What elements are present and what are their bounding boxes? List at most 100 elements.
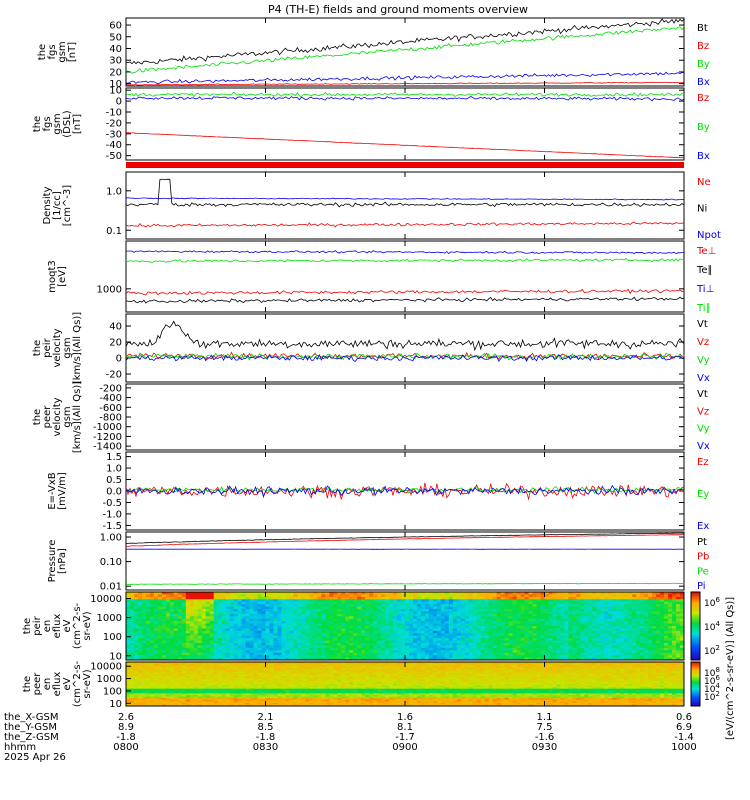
- spectrogram-cell: [393, 601, 398, 605]
- spectrogram-cell: [221, 606, 227, 610]
- spectrogram-cell: [213, 613, 219, 617]
- spectrogram-cell: [412, 669, 418, 672]
- spectrogram-cell: [588, 643, 593, 646]
- spectrogram-cell: [676, 647, 681, 651]
- spectrogram-cell: [476, 633, 482, 637]
- spectrogram-cell: [628, 655, 633, 659]
- spectrogram-cell: [381, 630, 386, 634]
- spectrogram-cell: [213, 628, 219, 632]
- spectrogram-cell: [281, 601, 286, 605]
- spectrogram-cell: [289, 635, 294, 639]
- spectrogram-cell: [540, 635, 545, 639]
- spectrogram-cell: [428, 657, 434, 661]
- spectrogram-cell: [233, 655, 239, 659]
- colorbar-frame: [690, 591, 701, 661]
- spectrogram-cell: [640, 647, 645, 651]
- legend-label: Ti⊥: [696, 284, 714, 295]
- spectrogram-cell: [564, 609, 569, 612]
- spectrogram-cell: [552, 663, 557, 666]
- spectrogram-cell: [273, 640, 278, 644]
- spectrogram-cell: [373, 638, 378, 642]
- spectrogram-cell: [632, 599, 637, 603]
- spectrogram-cell: [313, 599, 318, 603]
- spectrogram-cell: [337, 592, 342, 595]
- spectrogram-cell: [420, 613, 426, 617]
- spectrogram-cell: [381, 663, 386, 666]
- spectrogram-cell: [325, 609, 330, 612]
- spectrogram-cell: [504, 609, 510, 612]
- spectrogram-cell: [201, 611, 207, 615]
- spectrogram-cell: [476, 640, 482, 644]
- spectrogram-cell: [680, 647, 685, 651]
- spectrogram-cell: [229, 623, 235, 627]
- spectrogram-cell: [476, 616, 482, 620]
- spectrogram-cell: [353, 643, 358, 646]
- spectrogram-cell: [197, 665, 203, 668]
- spectrogram-cell: [460, 652, 466, 656]
- spectrogram-cell: [584, 638, 589, 642]
- spectrogram-cell: [632, 613, 637, 617]
- spectrogram-cell: [377, 596, 382, 600]
- spectrogram-cell: [397, 606, 402, 610]
- spectrogram-cell: [373, 613, 378, 617]
- spectrogram-cell: [165, 609, 171, 612]
- spectrogram-cell: [608, 594, 613, 598]
- spectrogram-cell: [365, 630, 370, 634]
- spectrogram-cell: [448, 666, 454, 669]
- spectrogram-cell: [205, 652, 211, 656]
- spectrogram-cell: [660, 601, 665, 605]
- spectrogram-cell: [656, 626, 661, 629]
- spectrogram-cell: [488, 633, 494, 637]
- spectrogram-cell: [556, 599, 561, 603]
- spectrogram-cell: [393, 596, 398, 600]
- spectrogram-cell: [225, 618, 231, 622]
- spectrogram-cell: [460, 606, 466, 610]
- spectrogram-cell: [181, 657, 187, 661]
- spectrogram-cell: [560, 592, 565, 595]
- spectrogram-cell: [432, 669, 438, 672]
- legend-label: Vt: [697, 389, 708, 400]
- spectrogram-cell: [277, 613, 282, 617]
- spectrogram-cell: [628, 599, 633, 603]
- spectrogram-cell: [385, 643, 390, 646]
- spectrogram-cell: [628, 668, 633, 671]
- spectrogram-cell: [624, 650, 629, 654]
- spectrogram-cell: [305, 606, 310, 610]
- spectrogram-cell: [193, 609, 199, 612]
- spectrogram-cell: [249, 645, 255, 649]
- spectrogram-cell: [405, 652, 410, 656]
- spectrogram-cell: [361, 599, 366, 603]
- spectrogram-cell: [428, 650, 434, 654]
- spectrogram-cell: [281, 652, 286, 656]
- spectrogram-cell: [161, 604, 167, 608]
- spectrogram-cell: [496, 609, 502, 612]
- spectrogram-cell: [405, 668, 410, 671]
- spectrogram-cell: [540, 592, 545, 595]
- spectrogram-cell: [604, 668, 609, 671]
- spectrogram-cell: [592, 606, 597, 610]
- spectrogram-cell: [261, 621, 266, 625]
- spectrogram-cell: [628, 640, 633, 644]
- spectrogram-cell: [337, 604, 342, 608]
- spectrogram-cell: [520, 635, 526, 639]
- spectrogram-cell: [416, 652, 422, 656]
- spectrogram-cell: [596, 611, 601, 615]
- spectrogram-cell: [644, 655, 649, 659]
- y-axis-label: [km/s](All Qs)]: [72, 312, 83, 384]
- spectrogram-cell: [369, 633, 374, 637]
- spectrogram-cell: [424, 643, 430, 646]
- spectrogram-cell: [289, 621, 294, 625]
- spectrogram-cell: [245, 655, 251, 659]
- spectrogram-cell: [377, 638, 382, 642]
- spectrogram-cell: [452, 599, 458, 603]
- spectrogram-cell: [544, 623, 549, 627]
- spectrogram-cell: [261, 592, 266, 595]
- spectrogram-cell: [516, 643, 522, 646]
- spectrogram-cell: [408, 665, 414, 668]
- spectrogram-cell: [357, 666, 362, 669]
- spectrogram-cell: [381, 611, 386, 615]
- spectrogram-cell: [640, 652, 645, 656]
- spectrogram-cell: [189, 666, 195, 669]
- spectrogram-cell: [213, 626, 219, 629]
- spectrogram-cell: [289, 623, 294, 627]
